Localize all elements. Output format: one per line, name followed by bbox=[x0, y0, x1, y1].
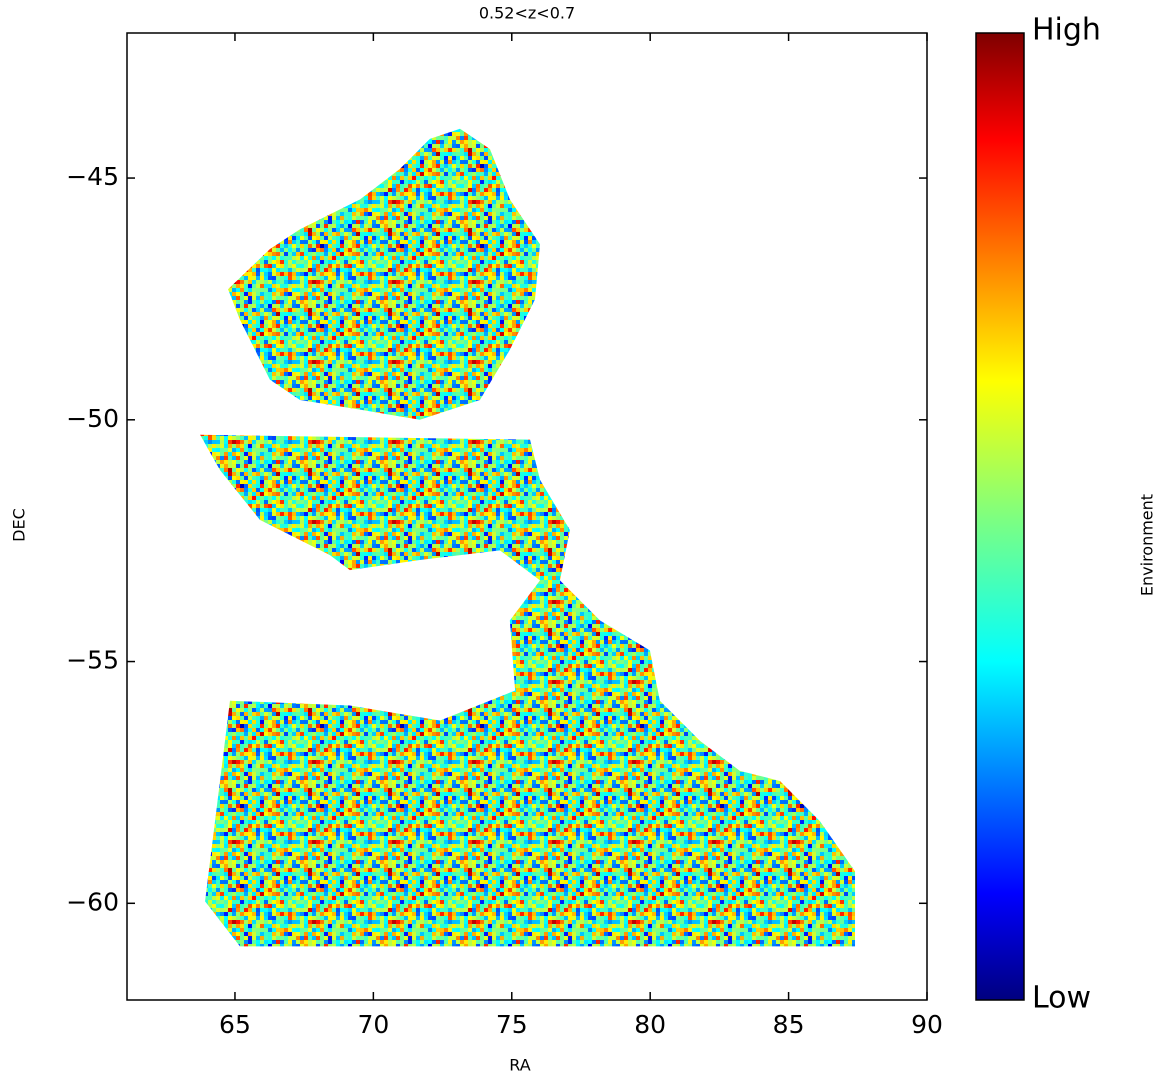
x-tick-label: 90 bbox=[911, 1010, 943, 1039]
y-axis-label: DEC bbox=[10, 508, 29, 542]
y-tick-label: −60 bbox=[66, 887, 119, 916]
colorbar-high-label: High bbox=[1032, 13, 1101, 48]
colorbar bbox=[975, 32, 1025, 1001]
plot-area bbox=[200, 128, 856, 947]
footprint-region bbox=[228, 128, 541, 420]
x-tick-label: 85 bbox=[773, 1010, 805, 1039]
chart-title: 0.52<z<0.7 bbox=[479, 4, 575, 23]
x-axis-label: RA bbox=[509, 1056, 530, 1075]
footprint-region bbox=[200, 434, 856, 947]
colorbar-label: Environment bbox=[1138, 494, 1157, 596]
y-tick-label: −45 bbox=[66, 162, 119, 191]
colorbar-low-label: Low bbox=[1032, 981, 1091, 1016]
x-tick-label: 65 bbox=[219, 1010, 251, 1039]
x-tick-label: 75 bbox=[496, 1010, 528, 1039]
x-tick-label: 70 bbox=[357, 1010, 389, 1039]
y-tick-label: −55 bbox=[66, 646, 119, 675]
y-tick-label: −50 bbox=[66, 404, 119, 433]
x-tick-label: 80 bbox=[634, 1010, 666, 1039]
axes-frame bbox=[126, 32, 928, 1001]
